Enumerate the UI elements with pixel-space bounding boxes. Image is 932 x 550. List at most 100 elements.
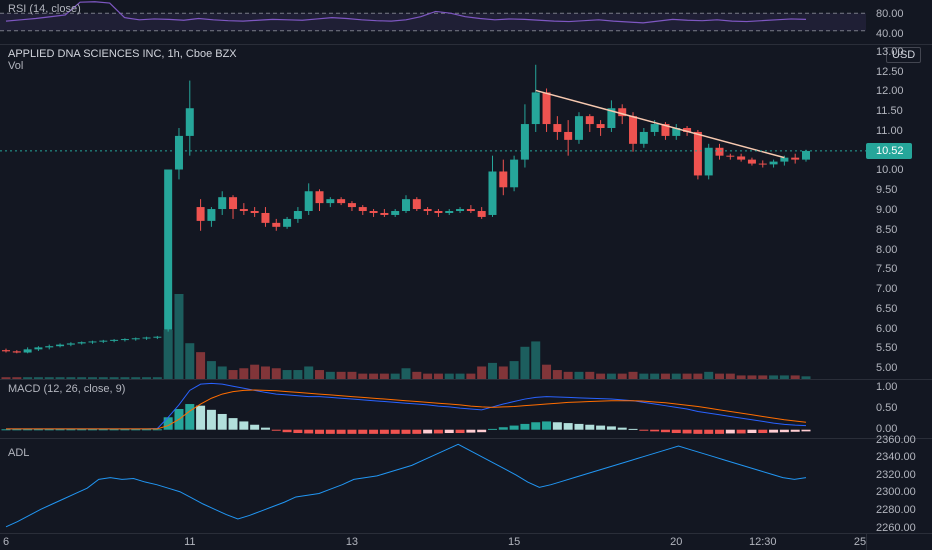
- volume-bar: [617, 373, 627, 379]
- volume-bar: [423, 373, 433, 379]
- candle-body: [683, 128, 692, 132]
- time-axis[interactable]: 6 11 13 15 20 12:30 25: [0, 533, 866, 550]
- macd-histogram-bar: [769, 429, 779, 433]
- volume-bar: [325, 371, 335, 379]
- volume-bar: [444, 373, 454, 379]
- candle-body: [293, 211, 302, 219]
- volume-bar: [715, 373, 725, 379]
- candle-body: [261, 212, 270, 223]
- candle-body: [737, 156, 746, 160]
- macd-histogram-bar: [466, 429, 476, 433]
- macd-histogram-bar: [606, 426, 616, 430]
- candle-body: [99, 340, 108, 342]
- candle-body: [758, 163, 767, 165]
- macd-histogram-bar: [650, 429, 660, 432]
- price-tick: 8.50: [876, 223, 898, 236]
- macd-histogram-bar: [379, 429, 389, 434]
- rsi-chart: [0, 1, 866, 32]
- candle-body: [229, 197, 238, 210]
- macd-histogram-bar: [260, 427, 270, 430]
- macd-histogram-bar: [779, 429, 789, 433]
- adl-tick: 2320.00: [876, 468, 916, 481]
- macd-tick: 1.00: [876, 381, 898, 394]
- adl-legend: ADL: [8, 447, 30, 459]
- time-tick: 15: [507, 536, 521, 548]
- candle-body: [185, 108, 194, 136]
- symbol-title[interactable]: APPLIED DNA SCIENCES INC, 1h, Cboe BZX: [8, 48, 237, 60]
- volume-bar: [206, 361, 216, 379]
- volume-bar: [347, 371, 357, 379]
- candle-body: [164, 169, 173, 330]
- macd-histogram-bar: [552, 422, 562, 430]
- volume-bar: [271, 368, 281, 379]
- volume-bar: [260, 366, 270, 379]
- price-pane[interactable]: APPLIED DNA SCIENCES INC, 1h, Cboe BZX V…: [0, 45, 866, 379]
- macd-chart: [1, 382, 811, 434]
- candle-body: [477, 211, 486, 217]
- macd-histogram-bar: [574, 423, 584, 430]
- volume-legend: Vol: [8, 60, 24, 72]
- candle-body: [596, 124, 605, 129]
- macd-pane[interactable]: MACD (12, 26, close, 9): [0, 380, 866, 438]
- candle-body: [304, 191, 313, 212]
- candle-body: [574, 116, 583, 140]
- macd-histogram-bar: [487, 428, 497, 430]
- candle-body: [585, 116, 594, 125]
- volume-bar: [542, 364, 552, 379]
- macd-histogram-bar: [250, 424, 260, 430]
- volume-bar: [477, 366, 487, 379]
- macd-axis[interactable]: 1.00 0.50 0.00: [866, 380, 932, 438]
- volume-bar: [152, 377, 162, 379]
- volume-bar: [120, 377, 130, 379]
- adl-axis[interactable]: 2360.00 2340.00 2320.00 2300.00 2280.00 2260.…: [866, 434, 932, 534]
- macd-histogram-bar: [790, 429, 800, 432]
- pane-divider: [0, 533, 932, 534]
- macd-histogram-bar: [390, 429, 400, 434]
- macd-histogram-bar: [542, 421, 552, 430]
- macd-histogram-bar: [801, 429, 811, 432]
- adl-pane[interactable]: ADL: [0, 439, 866, 533]
- pane-divider[interactable]: [0, 379, 932, 380]
- macd-histogram-bar: [412, 429, 422, 434]
- time-tick: 11: [184, 536, 196, 548]
- macd-histogram-bar: [87, 429, 97, 431]
- currency-badge[interactable]: USD: [886, 47, 922, 63]
- volume-bar: [671, 373, 681, 379]
- macd-histogram-bar: [336, 429, 346, 434]
- macd-histogram-bar: [423, 429, 433, 434]
- macd-histogram-bar: [217, 413, 227, 430]
- adl-tick: 2280.00: [876, 504, 916, 517]
- price-axis[interactable]: USD 13.0012.5012.0011.5011.0010.5010.009…: [866, 45, 932, 379]
- volume-bar: [163, 329, 173, 379]
- candle-body: [391, 211, 400, 215]
- macd-histogram-bar: [228, 418, 238, 430]
- adl-tick: 2360.00: [876, 433, 916, 446]
- candle-body: [326, 199, 335, 204]
- rsi-axis[interactable]: 80.00 40.00: [866, 0, 932, 44]
- volume-bar: [55, 377, 65, 379]
- candle-body: [412, 199, 421, 210]
- macd-histogram-bar: [1, 429, 11, 431]
- macd-histogram-bar: [293, 429, 303, 434]
- candle-body: [120, 339, 129, 341]
- candle-body: [153, 336, 162, 338]
- trendline: [535, 89, 785, 159]
- candle-body: [110, 339, 119, 341]
- volume-bar: [574, 371, 584, 379]
- volume-bar: [758, 375, 768, 379]
- macd-histogram-bar: [152, 429, 162, 431]
- macd-histogram-bar: [163, 417, 173, 430]
- price-tick: 11.50: [876, 105, 903, 118]
- macd-histogram-bar: [44, 429, 54, 431]
- macd-histogram-bar: [206, 409, 216, 430]
- pane-divider[interactable]: [0, 438, 932, 439]
- macd-histogram-bar: [347, 429, 357, 434]
- candle-body: [520, 124, 529, 160]
- macd-histogram-bar: [325, 429, 335, 434]
- macd-histogram-bar: [725, 429, 735, 434]
- macd-legend: MACD (12, 26, close, 9): [8, 383, 126, 395]
- candle-body: [207, 209, 216, 221]
- rsi-pane[interactable]: RSI (14, close): [0, 0, 866, 44]
- pane-divider[interactable]: [0, 44, 932, 45]
- volume-bar: [185, 343, 195, 379]
